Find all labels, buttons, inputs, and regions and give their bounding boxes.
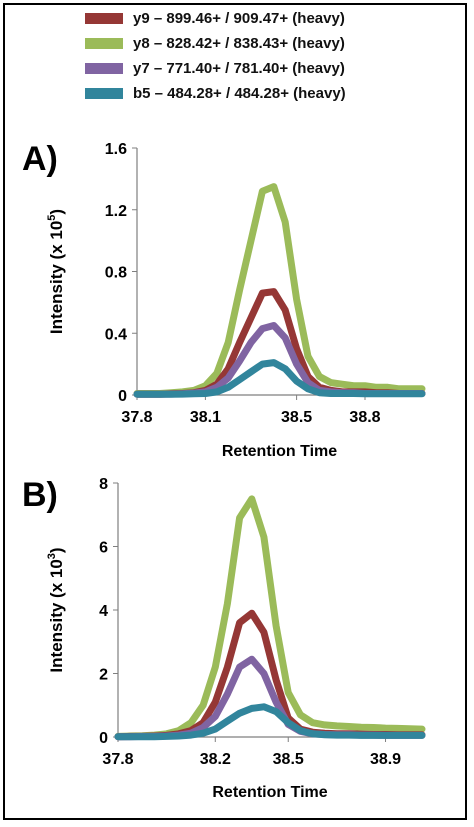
legend-label-b5: b5 – 484.28+ / 484.28+ (heavy) bbox=[133, 85, 346, 102]
legend-swatch-y7 bbox=[85, 63, 123, 74]
panel-label-b: B) bbox=[22, 476, 58, 514]
x-tick-label-a: 38.5 bbox=[281, 409, 312, 426]
x-axis-label-a: Retention Time bbox=[222, 443, 337, 460]
series-line-b5-a bbox=[133, 359, 426, 398]
x-tick-label-b: 38.2 bbox=[200, 751, 231, 768]
y-tick-label-a: 0 bbox=[118, 388, 127, 405]
legend-swatch-y8 bbox=[85, 38, 123, 49]
panel-label-a: A) bbox=[22, 140, 58, 178]
legend-label-y9: y9 – 899.46+ / 909.47+ (heavy) bbox=[133, 10, 345, 27]
x-tick-label-a: 38.8 bbox=[349, 409, 380, 426]
legend-label-y8: y8 – 828.42+ / 838.43+ (heavy) bbox=[133, 35, 345, 52]
x-tick-label-a: 37.8 bbox=[121, 409, 152, 426]
legend: y9 – 899.46+ / 909.47+ (heavy) y8 – 828.… bbox=[85, 6, 346, 106]
legend-item-b5: b5 – 484.28+ / 484.28+ (heavy) bbox=[85, 81, 346, 106]
y-axis-label-b: Intensity (x 103) bbox=[46, 547, 66, 672]
y-tick-label-a: 0.8 bbox=[105, 265, 127, 282]
y-tick-label-b: 2 bbox=[99, 667, 108, 684]
x-tick-label-b: 38.5 bbox=[273, 751, 304, 768]
x-tick-label-b: 37.8 bbox=[102, 751, 133, 768]
x-tick-label-a: 38.1 bbox=[190, 409, 221, 426]
y-tick-label-b: 6 bbox=[99, 540, 108, 557]
legend-swatch-y9 bbox=[85, 13, 123, 24]
legend-item-y7: y7 – 771.40+ / 781.40+ (heavy) bbox=[85, 56, 346, 81]
series-line-y9-b bbox=[114, 609, 426, 741]
legend-label-y7: y7 – 771.40+ / 781.40+ (heavy) bbox=[133, 60, 345, 77]
y-tick-label-b: 0 bbox=[99, 730, 108, 747]
figure-frame bbox=[3, 3, 467, 820]
y-tick-label-a: 0.4 bbox=[105, 326, 127, 343]
series-line-y9-a bbox=[133, 288, 426, 398]
x-tick-label-b: 38.9 bbox=[370, 751, 401, 768]
legend-swatch-b5 bbox=[85, 88, 123, 99]
y-tick-label-b: 8 bbox=[99, 476, 108, 493]
y-tick-label-a: 1.6 bbox=[105, 141, 127, 158]
series-line-y8-b bbox=[114, 495, 426, 740]
x-axis-label-b: Retention Time bbox=[212, 784, 327, 801]
y-tick-label-b: 4 bbox=[99, 603, 108, 620]
y-axis-label-a: Intensity (x 105) bbox=[46, 209, 66, 334]
y-tick-label-a: 1.2 bbox=[105, 203, 127, 220]
legend-item-y9: y9 – 899.46+ / 909.47+ (heavy) bbox=[85, 6, 346, 31]
legend-item-y8: y8 – 828.42+ / 838.43+ (heavy) bbox=[85, 31, 346, 56]
series-line-b5-b bbox=[114, 703, 426, 741]
